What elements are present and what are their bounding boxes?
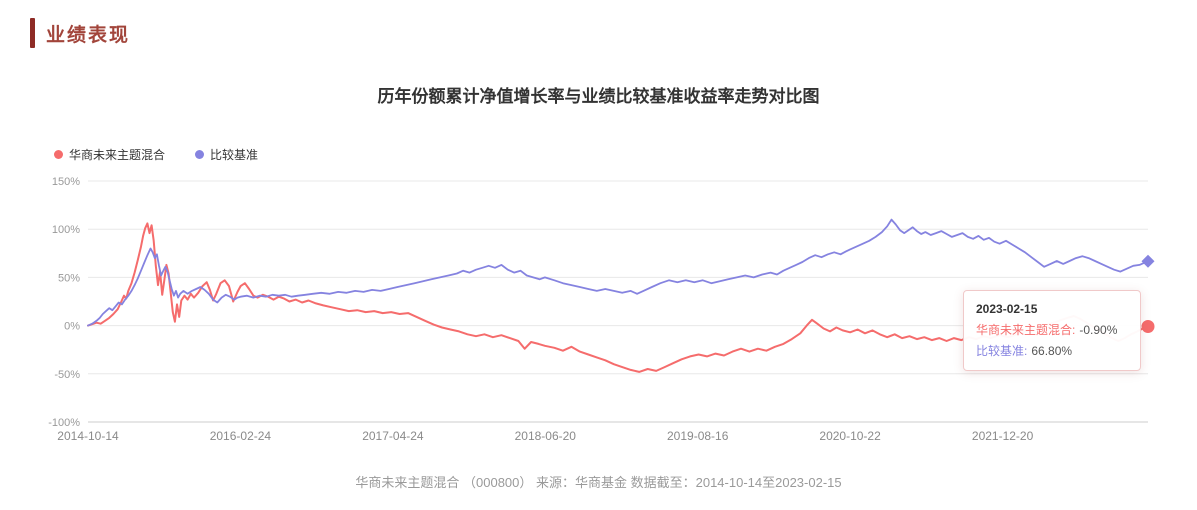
x-tick-label: 2019-08-16 xyxy=(667,429,729,443)
y-tick-label: 150% xyxy=(52,176,80,188)
x-tick-label: 2014-10-14 xyxy=(57,429,119,443)
y-tick-label: -100% xyxy=(48,417,80,429)
x-tick-label: 2018-06-20 xyxy=(515,429,577,443)
chart-tooltip: 2023-02-15 华商未来主题混合: -0.90% 比较基准: 66.80% xyxy=(963,290,1141,371)
legend-dot-fund-icon xyxy=(54,150,63,159)
x-tick-label: 2021-12-20 xyxy=(972,429,1034,443)
legend-label-benchmark: 比较基准 xyxy=(210,148,259,162)
y-tick-label: 100% xyxy=(52,224,80,236)
series-end-marker-1 xyxy=(1141,254,1155,268)
section-header: 业绩表现 xyxy=(30,18,130,48)
tooltip-benchmark-label: 比较基准: xyxy=(976,344,1028,358)
chart-legend: 华商未来主题混合 比较基准 xyxy=(54,146,258,163)
section-title: 业绩表现 xyxy=(46,24,131,46)
tooltip-date: 2023-02-15 xyxy=(976,302,1038,316)
tooltip-fund-label: 华商未来主题混合: xyxy=(976,323,1076,337)
y-tick-label: -50% xyxy=(54,369,80,381)
x-tick-label: 2020-10-22 xyxy=(819,429,881,443)
legend-dot-benchmark-icon xyxy=(195,150,205,159)
performance-line-chart[interactable]: 150% 100% 50% 0% -50% -100%2014-10-14 2016-02-… xyxy=(0,0,1197,460)
tooltip-row-benchmark: 比较基准: 66.80% xyxy=(976,341,1128,362)
legend-item-fund[interactable]: 华商未来主题混合 xyxy=(54,146,165,163)
x-tick-label: 2016-02-24 xyxy=(210,429,272,443)
x-tick-label: 2017-04-24 xyxy=(362,429,424,443)
chart-title: 历年份额累计净值增长率与业绩比较基准收益率走势对比图 xyxy=(377,87,820,106)
series-end-marker-0 xyxy=(1141,320,1155,333)
legend-item-benchmark[interactable]: 比较基准 xyxy=(195,146,258,163)
tooltip-row-fund: 华商未来主题混合: -0.90% xyxy=(976,320,1128,341)
legend-label-fund: 华商未来主题混合 xyxy=(69,148,166,162)
tooltip-fund-value: -0.90% xyxy=(1079,323,1118,337)
series-line-1[interactable] xyxy=(87,218,1149,327)
tooltip-benchmark-value: 66.80% xyxy=(1031,344,1073,358)
section-accent-bar xyxy=(30,18,35,48)
chart-footer: 华商未来主题混合 （000800） 来源：华商基金 数据截至：2014-10-1… xyxy=(355,475,842,490)
y-tick-label: 0% xyxy=(64,321,80,333)
y-tick-label: 50% xyxy=(58,272,80,284)
